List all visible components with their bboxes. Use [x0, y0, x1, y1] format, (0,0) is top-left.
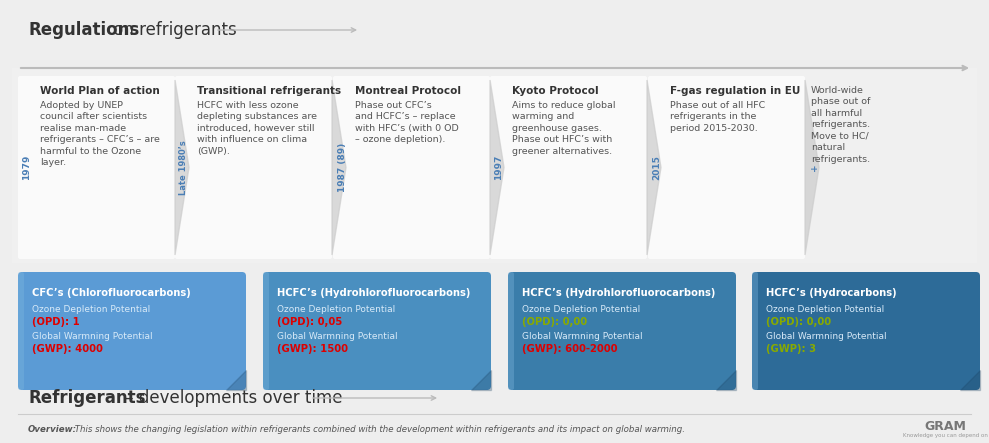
Polygon shape — [805, 80, 819, 255]
Text: World-wide
phase out of
all harmful
refrigerants.
Move to HC/
natural
refrigeran: World-wide phase out of all harmful refr… — [811, 86, 870, 164]
Text: (GWP): 3: (GWP): 3 — [766, 344, 816, 354]
Text: (GWP): 1500: (GWP): 1500 — [277, 344, 348, 354]
FancyBboxPatch shape — [490, 76, 647, 259]
FancyBboxPatch shape — [752, 272, 980, 390]
Text: HCFC’s (Hydrohlorofluorocarbons): HCFC’s (Hydrohlorofluorocarbons) — [522, 288, 715, 298]
Polygon shape — [175, 80, 189, 255]
FancyBboxPatch shape — [18, 76, 175, 259]
Text: (GWP): 4000: (GWP): 4000 — [32, 344, 103, 354]
FancyBboxPatch shape — [508, 272, 736, 390]
Text: 1997: 1997 — [494, 155, 503, 180]
Polygon shape — [647, 80, 661, 255]
Text: Ozone Depletion Potential: Ozone Depletion Potential — [277, 305, 396, 314]
Text: This shows the changing legislation within refrigerants combined with the develo: This shows the changing legislation with… — [72, 425, 685, 435]
Text: Phase out CFC’s
and HCFC’s – replace
with HFC’s (with 0 OD
– ozone depletion).: Phase out CFC’s and HCFC’s – replace wit… — [355, 101, 459, 144]
FancyBboxPatch shape — [263, 272, 491, 390]
Text: Global Warmning Potential: Global Warmning Potential — [522, 332, 643, 341]
FancyBboxPatch shape — [333, 76, 490, 259]
FancyBboxPatch shape — [648, 76, 805, 259]
Text: 2015: 2015 — [653, 155, 662, 180]
Text: Kyoto Protocol: Kyoto Protocol — [512, 86, 598, 96]
Text: Phase out of all HFC
refrigerants in the
period 2015-2030.: Phase out of all HFC refrigerants in the… — [670, 101, 765, 133]
Bar — [12, 68, 977, 263]
Text: Global Warmning Potential: Global Warmning Potential — [766, 332, 886, 341]
FancyBboxPatch shape — [18, 272, 24, 390]
FancyBboxPatch shape — [263, 272, 269, 390]
Text: HCFC’s (Hydrocarbons): HCFC’s (Hydrocarbons) — [766, 288, 897, 298]
Polygon shape — [226, 370, 246, 390]
Text: Ozone Depletion Potential: Ozone Depletion Potential — [766, 305, 884, 314]
Polygon shape — [471, 370, 491, 390]
Text: Global Warmning Potential: Global Warmning Potential — [32, 332, 152, 341]
Text: Ozone Depletion Potential: Ozone Depletion Potential — [522, 305, 640, 314]
FancyBboxPatch shape — [18, 272, 246, 390]
FancyBboxPatch shape — [175, 76, 332, 259]
Text: – developments over time: – developments over time — [120, 389, 342, 407]
Text: Global Warmning Potential: Global Warmning Potential — [277, 332, 398, 341]
Text: World Plan of action: World Plan of action — [40, 86, 160, 96]
Text: Late 1980’s: Late 1980’s — [179, 140, 189, 195]
Text: (OPD): 1: (OPD): 1 — [32, 317, 80, 327]
Polygon shape — [960, 370, 980, 390]
Text: Regulations: Regulations — [28, 21, 139, 39]
Text: Knowledge you can depend on: Knowledge you can depend on — [903, 434, 987, 439]
Text: (GWP): 600-2000: (GWP): 600-2000 — [522, 344, 617, 354]
Text: (OPD): 0,05: (OPD): 0,05 — [277, 317, 342, 327]
FancyBboxPatch shape — [508, 272, 514, 390]
Polygon shape — [332, 80, 346, 255]
Text: +: + — [811, 163, 820, 171]
Text: CFC’s (Chlorofluorocarbons): CFC’s (Chlorofluorocarbons) — [32, 288, 191, 298]
Text: GRAM: GRAM — [924, 420, 966, 434]
Text: on refrigerants: on refrigerants — [108, 21, 236, 39]
Text: Aims to reduce global
warming and
greenhouse gases.
Phase out HFC’s with
greener: Aims to reduce global warming and greenh… — [512, 101, 615, 156]
Polygon shape — [490, 80, 504, 255]
FancyBboxPatch shape — [752, 272, 758, 390]
Text: Refrigerants: Refrigerants — [28, 389, 145, 407]
Text: HCFC with less ozone
depleting substances are
introduced, however still
with inf: HCFC with less ozone depleting substance… — [197, 101, 317, 156]
Text: HCFC’s (Hydrohlorofluorocarbons): HCFC’s (Hydrohlorofluorocarbons) — [277, 288, 471, 298]
Text: Overview:: Overview: — [28, 425, 77, 435]
Text: (OPD): 0,00: (OPD): 0,00 — [522, 317, 587, 327]
Text: Adopted by UNEP
council after scientists
realise man-made
refrigerants – CFC’s –: Adopted by UNEP council after scientists… — [40, 101, 160, 167]
Text: 1987 (89): 1987 (89) — [337, 143, 346, 192]
Text: (OPD): 0,00: (OPD): 0,00 — [766, 317, 831, 327]
Text: 1979: 1979 — [23, 155, 32, 180]
Text: Ozone Depletion Potential: Ozone Depletion Potential — [32, 305, 150, 314]
Text: Montreal Protocol: Montreal Protocol — [355, 86, 461, 96]
Text: Transitional refrigerants: Transitional refrigerants — [197, 86, 341, 96]
Polygon shape — [716, 370, 736, 390]
Text: F-gas regulation in EU: F-gas regulation in EU — [670, 86, 800, 96]
